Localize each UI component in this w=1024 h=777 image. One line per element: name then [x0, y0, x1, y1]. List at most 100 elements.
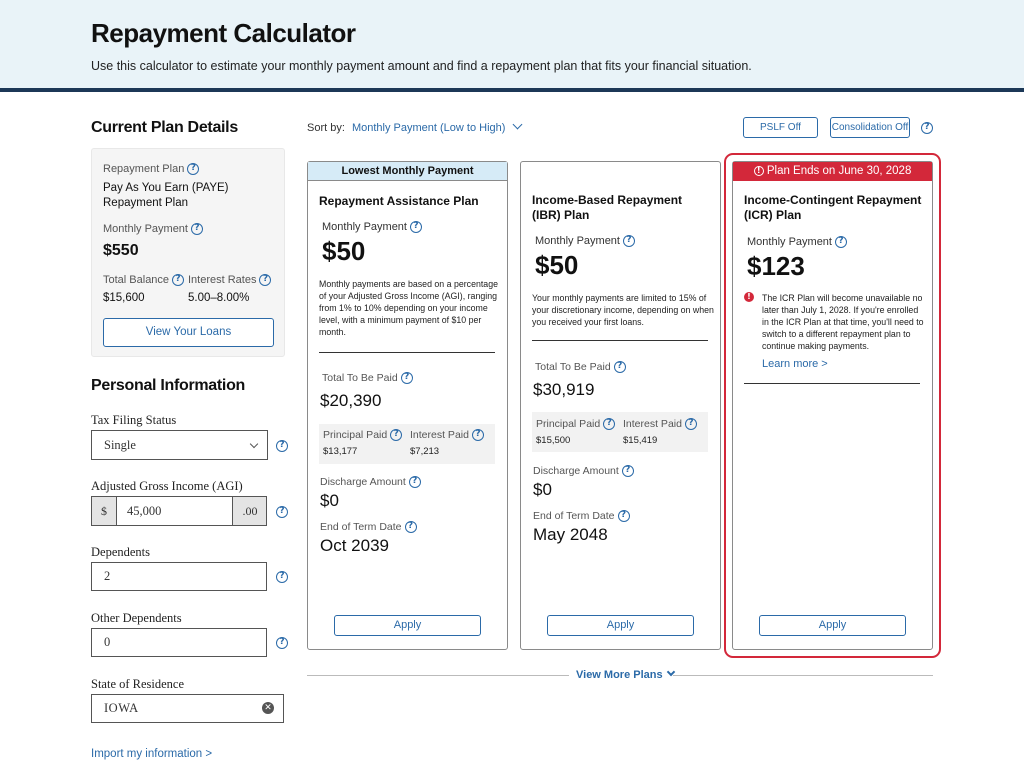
clear-icon[interactable]: ✕ — [262, 702, 274, 714]
plan-card-rap: Lowest Monthly Payment Repayment Assista… — [307, 161, 508, 650]
monthly-payment-value: $550 — [103, 242, 139, 259]
help-icon[interactable]: ? — [622, 235, 635, 248]
interest-rates-value: 5.00–8.00% — [188, 292, 250, 304]
page-subtitle: Use this calculator to estimate your mon… — [91, 59, 752, 73]
tax-filing-label: Tax Filing Status — [91, 413, 177, 427]
divider — [307, 675, 569, 676]
divider — [319, 352, 495, 353]
apply-button[interactable]: Apply — [759, 615, 906, 636]
principal-value: $15,500 — [536, 435, 571, 446]
end-date-label: End of Term Date? — [533, 510, 630, 523]
interest-label: Interest Paid? — [623, 418, 697, 431]
help-icon[interactable]: ? — [613, 361, 626, 374]
page-header: Repayment Calculator Use this calculator… — [0, 0, 1024, 92]
state-input[interactable]: IOWA ✕ — [91, 694, 284, 723]
tax-filing-select[interactable]: Single — [91, 430, 268, 460]
total-paid-value: $20,390 — [320, 391, 382, 410]
end-date-label: End of Term Date? — [320, 521, 417, 534]
total-paid-label: Total To Be Paid? — [322, 372, 413, 385]
repayment-plan-value: Pay As You Earn (PAYE) Repayment Plan — [103, 182, 229, 209]
end-date-value: May 2048 — [533, 525, 608, 544]
help-icon[interactable]: ? — [603, 418, 616, 431]
view-loans-button[interactable]: View Your Loans — [103, 318, 274, 347]
icr-warning-text: The ICR Plan will become unavailable no … — [762, 293, 924, 351]
monthly-payment-label: Monthly Payment? — [322, 221, 422, 234]
help-icon[interactable]: ? — [187, 163, 200, 176]
sort-select[interactable]: Monthly Payment (Low to High) — [351, 122, 506, 134]
other-dependents-input[interactable]: 0 — [91, 628, 267, 657]
chevron-down-icon — [666, 667, 675, 677]
principal-value: $13,177 — [323, 446, 358, 457]
help-icon[interactable]: ? — [471, 429, 484, 442]
interest-label: Interest Paid? — [410, 429, 484, 442]
monthly-payment-label: Monthly Payment? — [747, 236, 847, 249]
total-balance-value: $15,600 — [103, 292, 145, 304]
interest-value: $15,419 — [623, 435, 658, 446]
discharge-label: Discharge Amount? — [533, 465, 634, 478]
consolidation-toggle-button[interactable]: Consolidation Off — [830, 117, 910, 138]
divider — [532, 340, 708, 341]
page-title: Repayment Calculator — [91, 18, 356, 48]
agi-input[interactable]: 45,000 — [116, 497, 233, 525]
help-icon[interactable]: ? — [621, 465, 634, 478]
interest-rates-label: Interest Rates? — [188, 274, 272, 287]
help-icon[interactable]: ? — [276, 637, 288, 649]
principal-interest-row: Principal Paid? $15,500 Interest Paid? $… — [532, 412, 708, 452]
apply-button[interactable]: Apply — [334, 615, 481, 636]
dependents-label: Dependents — [91, 545, 151, 559]
import-info-link[interactable]: Import my information > — [91, 748, 213, 760]
help-icon[interactable]: ? — [276, 571, 288, 583]
help-icon[interactable]: ? — [409, 221, 422, 234]
end-date-value: Oct 2039 — [320, 536, 389, 555]
help-icon[interactable]: ? — [400, 372, 413, 385]
other-dependents-label: Other Dependents — [91, 611, 182, 625]
agi-input-group: $ 45,000 .00 — [91, 496, 267, 526]
apply-button[interactable]: Apply — [547, 615, 694, 636]
help-icon[interactable]: ? — [172, 274, 185, 287]
principal-interest-row: Principal Paid? $13,177 Interest Paid? $… — [319, 424, 495, 464]
help-icon[interactable]: ? — [390, 429, 403, 442]
monthly-payment-label: Monthly Payment? — [103, 223, 203, 236]
total-paid-value: $30,919 — [533, 380, 595, 399]
help-icon[interactable]: ? — [259, 274, 272, 287]
interest-value: $7,213 — [410, 446, 440, 457]
sort-control[interactable]: Sort by: Monthly Payment (Low to High) — [307, 119, 523, 134]
learn-more-link[interactable]: Learn more > — [762, 358, 828, 370]
view-more-plans-link[interactable]: View More Plans — [576, 667, 675, 681]
help-icon[interactable]: ? — [684, 418, 697, 431]
pslf-toggle-button[interactable]: PSLF Off — [743, 117, 818, 138]
divider — [744, 383, 920, 384]
help-icon[interactable]: ? — [190, 223, 203, 236]
help-icon[interactable]: ? — [617, 510, 630, 523]
help-icon[interactable]: ? — [408, 476, 421, 489]
total-paid-label: Total To Be Paid? — [535, 361, 626, 374]
plan-title: Repayment Assistance Plan — [319, 194, 479, 208]
discharge-label: Discharge Amount? — [320, 476, 421, 489]
monthly-payment-value: $50 — [322, 236, 366, 266]
dependents-input[interactable]: 2 — [91, 562, 267, 591]
total-balance-label: Total Balance? — [103, 274, 185, 287]
plan-card-icr: ! Plan Ends on June 30, 2028 Income-Cont… — [732, 161, 933, 650]
agi-prefix: $ — [101, 504, 107, 518]
current-plan-heading: Current Plan Details — [91, 119, 238, 136]
help-icon[interactable]: ? — [276, 440, 288, 452]
principal-label: Principal Paid? — [536, 418, 616, 431]
chevron-down-icon — [249, 439, 259, 449]
alert-icon: ! — [753, 165, 764, 176]
discharge-value: $0 — [320, 491, 339, 510]
help-icon[interactable]: ? — [834, 236, 847, 249]
agi-label: Adjusted Gross Income (AGI) — [91, 479, 243, 493]
state-label: State of Residence — [91, 677, 185, 691]
monthly-payment-value: $123 — [747, 251, 805, 281]
help-icon[interactable]: ? — [276, 506, 288, 518]
help-icon[interactable]: ? — [921, 122, 933, 134]
plan-description: Your monthly payments are limited to 15%… — [532, 293, 714, 327]
sort-label: Sort by: — [307, 122, 345, 134]
warning-icon: ! — [744, 292, 754, 302]
discharge-value: $0 — [533, 480, 552, 499]
chevron-down-icon — [513, 119, 523, 130]
help-icon[interactable]: ? — [404, 521, 417, 534]
personal-info-heading: Personal Information — [91, 377, 246, 394]
plan-ends-banner: ! Plan Ends on June 30, 2028 — [733, 162, 932, 181]
plan-card-ibr: Income-Based Repayment (IBR) Plan Monthl… — [520, 161, 721, 650]
